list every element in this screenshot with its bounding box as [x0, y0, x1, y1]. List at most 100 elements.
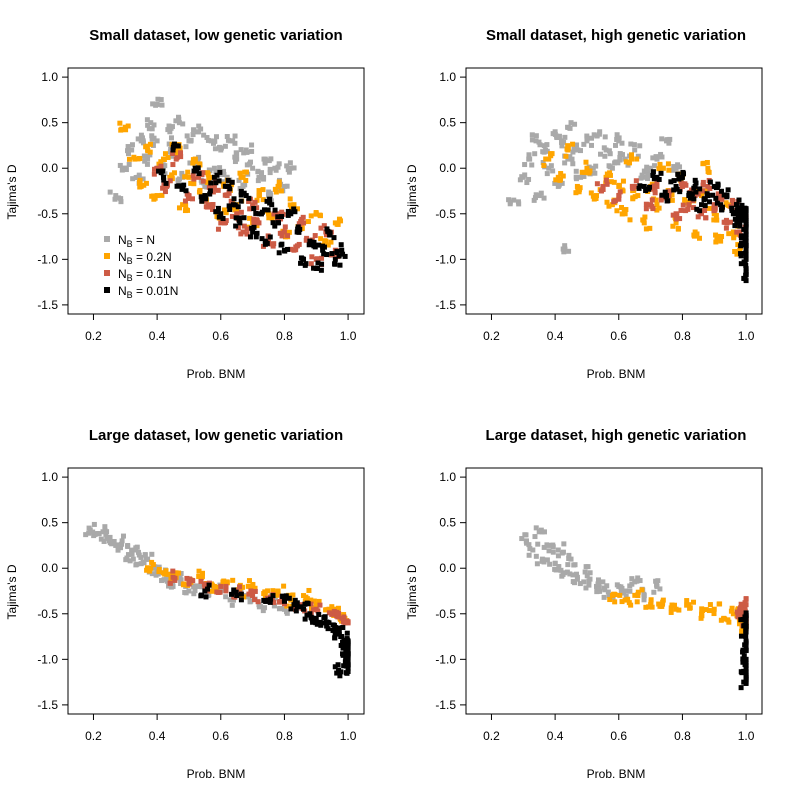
data-point — [173, 570, 179, 576]
data-point — [582, 169, 588, 175]
data-point — [630, 195, 636, 201]
data-point — [215, 208, 221, 214]
data-point — [604, 181, 610, 187]
data-point — [566, 552, 572, 558]
data-point — [689, 193, 695, 199]
data-point — [567, 571, 573, 577]
data-point — [265, 588, 271, 594]
data-point — [226, 183, 232, 189]
data-point — [700, 161, 706, 167]
data-point — [227, 206, 233, 212]
data-point — [606, 203, 612, 209]
data-point — [684, 602, 690, 608]
y-tick-label: -0.5 — [435, 607, 456, 621]
data-point — [558, 176, 564, 182]
data-point — [182, 198, 188, 204]
data-point — [737, 229, 743, 235]
data-point — [573, 168, 579, 174]
data-point — [298, 604, 304, 610]
data-point — [742, 212, 748, 218]
y-tick-label: -1.5 — [435, 698, 456, 712]
data-point — [91, 521, 97, 527]
data-point — [546, 156, 552, 162]
data-point — [292, 597, 298, 603]
x-tick-label: 0.6 — [212, 329, 229, 343]
data-point — [133, 175, 139, 181]
data-point — [648, 597, 654, 603]
data-point — [170, 162, 176, 168]
data-point — [713, 212, 719, 218]
data-point — [596, 131, 602, 137]
data-point — [249, 142, 255, 148]
data-point — [677, 216, 683, 222]
data-point — [338, 642, 344, 648]
data-point — [153, 102, 159, 108]
data-point — [587, 168, 593, 174]
data-point — [320, 243, 326, 249]
data-point — [319, 255, 325, 261]
series-3 — [636, 169, 749, 284]
panel-top-right: Small dataset, high genetic variation Pr… — [405, 27, 763, 381]
data-point — [294, 206, 300, 212]
data-point — [215, 226, 221, 232]
data-point — [523, 532, 529, 538]
data-point — [161, 577, 167, 583]
data-point — [291, 165, 297, 171]
data-point — [325, 626, 331, 632]
data-point — [605, 589, 611, 595]
data-point — [184, 133, 190, 139]
data-point — [530, 547, 536, 553]
data-point — [665, 198, 671, 204]
data-point — [337, 673, 343, 679]
data-point — [322, 614, 328, 620]
data-point — [553, 567, 559, 573]
data-point — [134, 561, 140, 567]
data-point — [267, 234, 273, 240]
data-point — [328, 239, 334, 245]
data-point — [241, 150, 247, 156]
data-point — [601, 145, 607, 151]
data-point — [186, 581, 192, 587]
data-point — [511, 197, 517, 203]
y-tick-label: -0.5 — [37, 207, 58, 221]
data-point — [541, 162, 547, 168]
data-point — [267, 166, 273, 172]
data-point — [675, 171, 681, 177]
data-point — [204, 179, 210, 185]
data-point — [192, 168, 198, 174]
data-point — [119, 538, 125, 544]
y-tick-label: 0.5 — [41, 516, 58, 530]
data-point — [288, 246, 294, 252]
data-point — [336, 625, 342, 631]
data-point — [317, 619, 323, 625]
data-point — [738, 605, 744, 611]
data-point — [544, 148, 550, 154]
data-point — [561, 139, 567, 145]
data-point — [714, 217, 720, 223]
data-point — [104, 529, 110, 535]
data-point — [526, 542, 532, 548]
data-point — [641, 591, 647, 597]
data-point — [198, 194, 204, 200]
data-point — [707, 205, 713, 211]
data-point — [614, 208, 620, 214]
data-point — [669, 192, 675, 198]
data-point — [331, 235, 337, 241]
data-point — [145, 556, 151, 562]
data-point — [339, 247, 345, 253]
data-point — [741, 226, 747, 232]
data-point — [586, 579, 592, 585]
data-point — [303, 237, 309, 243]
x-axis-title: Prob. BNM — [187, 367, 246, 381]
data-point — [182, 174, 188, 180]
data-point — [645, 171, 651, 177]
data-point — [743, 243, 749, 249]
data-point — [281, 183, 287, 189]
point-layer — [519, 525, 749, 691]
data-point — [570, 572, 576, 578]
plot-frame — [67, 67, 365, 315]
data-point — [316, 242, 322, 248]
data-point — [154, 193, 160, 199]
data-point — [113, 193, 119, 199]
data-point — [607, 593, 613, 599]
